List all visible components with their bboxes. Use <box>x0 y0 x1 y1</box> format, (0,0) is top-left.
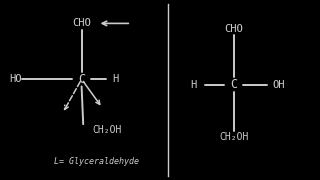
Text: H: H <box>112 74 118 84</box>
Text: CH₂OH: CH₂OH <box>219 132 248 142</box>
Text: CHO: CHO <box>72 18 91 28</box>
Text: L= Glyceraldehyde: L= Glyceraldehyde <box>54 158 140 166</box>
Text: C: C <box>78 73 85 86</box>
Text: C: C <box>230 78 237 91</box>
Text: CH₂OH: CH₂OH <box>93 125 122 135</box>
Text: HO: HO <box>10 74 22 84</box>
Text: OH: OH <box>272 80 284 90</box>
Text: CHO: CHO <box>224 24 243 34</box>
Text: H: H <box>190 80 197 90</box>
